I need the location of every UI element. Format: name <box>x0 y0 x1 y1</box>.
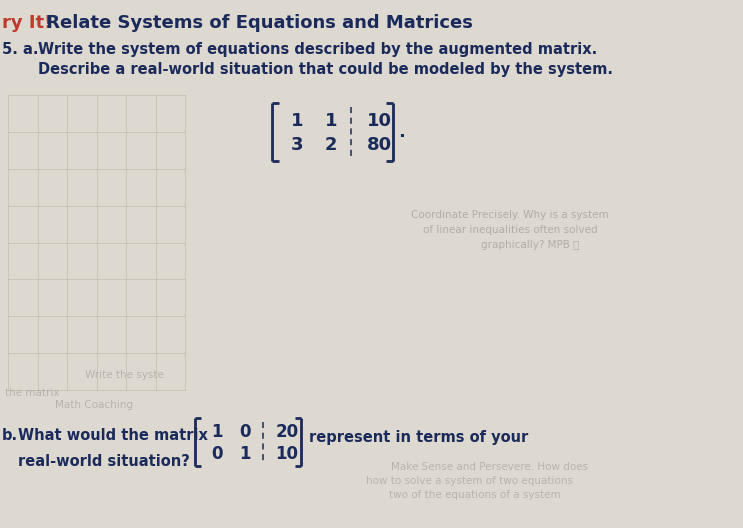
Text: Write the syste: Write the syste <box>85 370 164 380</box>
Text: real-world situation?: real-world situation? <box>18 454 190 469</box>
Text: the matrix: the matrix <box>5 388 59 398</box>
Text: 0: 0 <box>239 423 250 441</box>
Text: Describe a real-world situation that could be modeled by the system.: Describe a real-world situation that cou… <box>38 62 613 77</box>
Text: 1: 1 <box>239 445 250 463</box>
Text: Math Coaching: Math Coaching <box>55 400 133 410</box>
Text: how to solve a system of two equations: how to solve a system of two equations <box>366 476 574 486</box>
Text: 1: 1 <box>211 423 223 441</box>
Text: 0: 0 <box>211 445 223 463</box>
Text: 80: 80 <box>366 136 392 154</box>
Text: Relate Systems of Equations and Matrices: Relate Systems of Equations and Matrices <box>40 14 473 32</box>
Text: What would the matrix: What would the matrix <box>18 428 208 443</box>
Text: 1: 1 <box>325 112 337 130</box>
Text: Coordinate Precisely. Why is a system: Coordinate Precisely. Why is a system <box>411 210 609 220</box>
Text: graphically? MPB Ⓞ: graphically? MPB Ⓞ <box>481 240 580 250</box>
Text: 10: 10 <box>276 445 299 463</box>
Text: ry It!: ry It! <box>2 14 52 32</box>
Text: 1: 1 <box>291 112 303 130</box>
Text: Make Sense and Persevere. How does: Make Sense and Persevere. How does <box>392 462 588 472</box>
Text: represent in terms of your: represent in terms of your <box>309 430 528 445</box>
Text: 2: 2 <box>325 136 337 154</box>
Text: 20: 20 <box>276 423 299 441</box>
Text: .: . <box>398 123 405 141</box>
Text: b.: b. <box>2 428 18 443</box>
Text: Write the system of equations described by the augmented matrix.: Write the system of equations described … <box>38 42 597 57</box>
Text: of linear inequalities often solved: of linear inequalities often solved <box>423 225 597 235</box>
Text: two of the equations of a system: two of the equations of a system <box>389 490 561 500</box>
Text: 5. a.: 5. a. <box>2 42 39 57</box>
Text: 3: 3 <box>291 136 303 154</box>
Text: 10: 10 <box>366 112 392 130</box>
